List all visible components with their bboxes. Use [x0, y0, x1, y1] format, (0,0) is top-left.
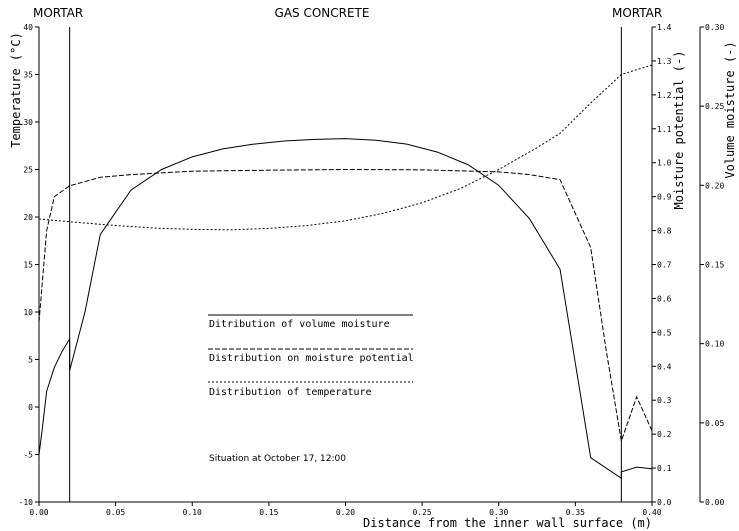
legend-label-temperature: Distribution of temperature — [209, 387, 372, 398]
x-tick-label: 0.20 — [336, 508, 355, 517]
temperature-tick-label: -5 — [23, 451, 33, 460]
x-axis-title: Distance from the inner wall surface (m) — [363, 516, 652, 530]
x-tick-label: 0.25 — [412, 508, 431, 517]
moisture-potential-tick-label: 1.3 — [657, 57, 672, 66]
region-label-gas-concrete: GAS CONCRETE — [275, 6, 370, 20]
region-label-mortar-right: MORTAR — [612, 6, 662, 20]
temperature-tick-label: 10 — [23, 308, 33, 317]
moisture-potential-tick-label: 0.6 — [657, 294, 672, 303]
series-line-moisture-potential — [38, 168, 653, 442]
x-tick-label: 0.15 — [259, 508, 278, 517]
moisture-potential-axis-ticks: 0.0 0.1 0.2 0.3 0.4 0.5 0.6 0.7 0.8 0.9 1.0 1.1 1.2 1… — [652, 23, 672, 507]
material-boundaries — [69, 27, 622, 502]
moisture-potential-tick-label: 0.7 — [657, 261, 672, 270]
region-label-mortar-left: MORTAR — [33, 6, 83, 20]
temperature-tick-label: 35 — [23, 71, 33, 80]
moisture-potential-tick-label: 0.0 — [657, 498, 672, 507]
moisture-potential-tick-label: 0.9 — [657, 193, 672, 202]
moisture-potential-tick-label: 0.2 — [657, 430, 672, 439]
volume-moisture-tick-label: 0.25 — [705, 102, 724, 111]
volume-moisture-tick-label: 0.30 — [705, 23, 724, 32]
temperature-tick-label: 15 — [23, 261, 33, 270]
temperature-tick-label: -10 — [19, 498, 34, 507]
moisture-potential-tick-label: 0.5 — [657, 328, 672, 337]
legend-label-moisture-potential: Distribution on moisture potential — [209, 353, 414, 364]
volume-moisture-tick-label: 0.05 — [705, 419, 724, 428]
x-tick-label: 0.05 — [106, 508, 125, 517]
temperature-tick-label: 40 — [23, 23, 33, 32]
moisture-potential-tick-label: 1.0 — [657, 159, 672, 168]
x-tick-label: 0.40 — [642, 508, 661, 517]
x-tick-label: 0.00 — [29, 508, 48, 517]
x-tick-label: 0.30 — [489, 508, 508, 517]
x-axis-ticks: 0.00 0.05 0.10 0.15 0.20 0.25 0.30 0.35 0.40 — [29, 502, 662, 517]
temperature-tick-label: 0 — [28, 403, 33, 412]
temperature-tick-label: 20 — [23, 213, 33, 222]
volume-moisture-tick-label: 0.00 — [705, 498, 724, 507]
series-line-temperature — [38, 64, 653, 231]
moisture-potential-tick-label: 1.1 — [657, 125, 672, 134]
plot-frame — [38, 27, 701, 503]
temperature-axis-title: Temperature (°C) — [9, 32, 23, 148]
x-tick-label: 0.10 — [183, 508, 202, 517]
temperature-tick-label: 5 — [28, 356, 33, 365]
volume-moisture-axis-ticks: 0.00 0.05 0.10 0.15 0.20 0.25 0.30 — [700, 23, 724, 507]
situation-note: Situation at October 17, 12:00 — [209, 454, 346, 464]
temperature-axis-ticks: -10 -5 0 5 10 15 20 25 30 35 40 — [19, 23, 39, 507]
x-tick-label: 0.35 — [566, 508, 585, 517]
legend-label-volume-moisture: Ditribution of volume moisture — [209, 319, 390, 330]
moisture-potential-tick-label: 0.8 — [657, 227, 672, 236]
volume-moisture-tick-label: 0.20 — [705, 181, 724, 190]
moisture-potential-tick-label: 0.3 — [657, 396, 672, 405]
temperature-tick-label: 25 — [23, 166, 33, 175]
volume-moisture-axis-title: Volume moisture (-) — [723, 41, 737, 178]
legend: Ditribution of volume moisture Distribut… — [208, 314, 414, 398]
moisture-potential-tick-label: 0.1 — [657, 464, 672, 473]
moisture-potential-tick-label: 1.2 — [657, 91, 672, 100]
volume-moisture-tick-label: 0.10 — [705, 340, 724, 349]
moisture-potential-tick-label: 0.4 — [657, 362, 672, 371]
volume-moisture-tick-label: 0.15 — [705, 261, 724, 270]
region-labels: MORTAR GAS CONCRETE MORTAR — [33, 6, 662, 20]
series-line-volume-moisture — [38, 138, 653, 480]
data-series — [38, 64, 653, 480]
moisture-potential-tick-label: 1.4 — [657, 23, 672, 32]
moisture-potential-axis-title: Moisture potential (-) — [672, 51, 686, 210]
temperature-tick-label: 30 — [23, 118, 33, 127]
